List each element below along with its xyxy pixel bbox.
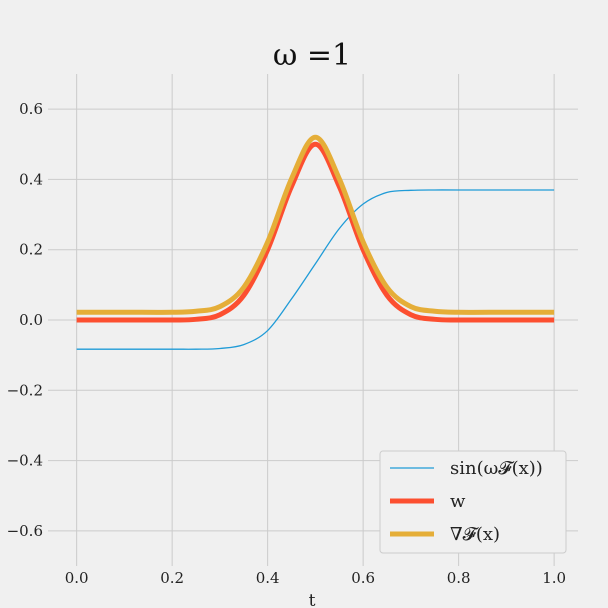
x-tick-label: 0.0 xyxy=(65,569,89,587)
legend-label: w xyxy=(450,491,466,512)
y-tick-label: −0.6 xyxy=(7,522,43,540)
x-axis-ticks: 0.0 0.2 0.4 0.6 0.8 1.0 xyxy=(65,569,566,587)
y-tick-label: 0.6 xyxy=(19,100,43,118)
y-tick-label: 0.2 xyxy=(19,241,43,259)
y-tick-label: −0.2 xyxy=(7,381,43,399)
x-tick-label: 0.2 xyxy=(160,569,184,587)
x-tick-label: 0.8 xyxy=(447,569,471,587)
x-tick-label: 0.6 xyxy=(351,569,375,587)
y-axis-ticks: −0.6 −0.4 −0.2 0.0 0.2 0.4 0.6 xyxy=(7,100,43,540)
series-line xyxy=(76,141,555,323)
x-tick-label: 1.0 xyxy=(542,569,566,587)
y-tick-label: −0.4 xyxy=(7,452,43,470)
y-tick-label: 0.0 xyxy=(19,311,43,329)
series-line xyxy=(76,189,555,350)
x-tick-label: 0.4 xyxy=(256,569,280,587)
legend-items: sin(ω𝓕(x)) w ∇𝓕(x) xyxy=(390,458,543,545)
x-axis-label: t xyxy=(309,591,316,608)
legend: sin(ω𝓕(x)) w ∇𝓕(x) xyxy=(379,450,567,554)
series-lines xyxy=(76,134,555,350)
y-tick-label: 0.4 xyxy=(19,170,43,188)
chart-title: ω =1 xyxy=(273,38,351,73)
series-line xyxy=(76,134,555,315)
legend-box xyxy=(379,450,567,554)
legend-label: sin(ω𝓕(x)) xyxy=(450,458,543,479)
legend-label: ∇𝓕(x) xyxy=(450,524,500,545)
